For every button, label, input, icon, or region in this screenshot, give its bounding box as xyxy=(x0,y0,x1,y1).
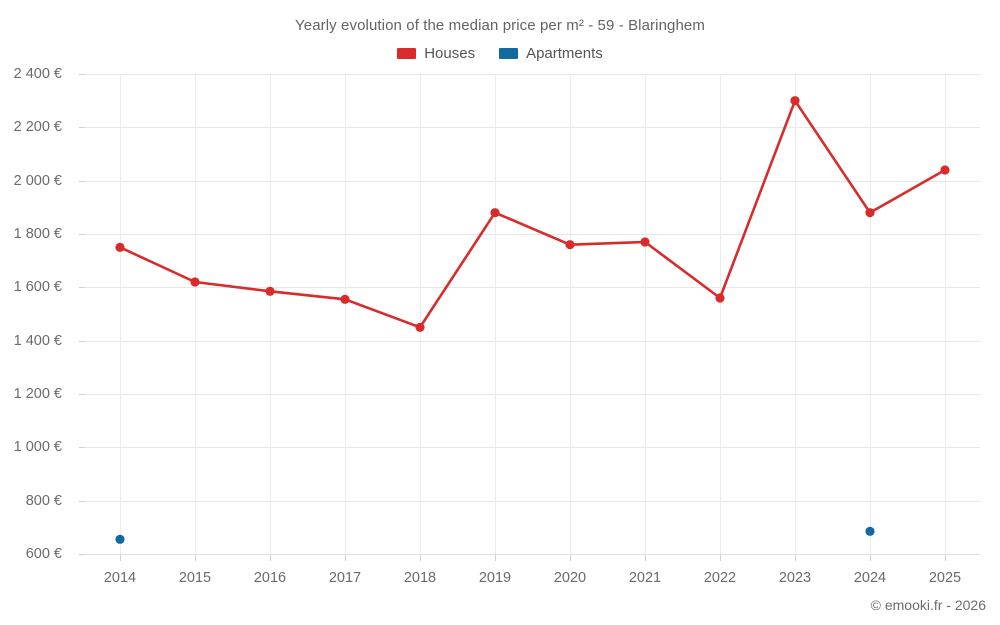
gridline-x xyxy=(345,74,346,554)
y-axis-label: 1 000 € xyxy=(13,439,62,456)
gridline-y xyxy=(85,500,980,502)
x-axis-tick xyxy=(570,554,571,561)
x-axis-tick xyxy=(270,554,271,561)
data-point-apartments[interactable] xyxy=(115,534,125,544)
data-point-houses[interactable] xyxy=(940,165,950,175)
x-axis-tick xyxy=(195,554,196,561)
gridline-x xyxy=(720,74,721,554)
x-axis-label: 2018 xyxy=(403,570,437,586)
chart-title: Yearly evolution of the median price per… xyxy=(295,17,705,34)
x-axis-tick xyxy=(945,554,946,561)
legend-swatch-apartments xyxy=(499,48,519,59)
data-point-houses[interactable] xyxy=(340,294,350,304)
data-point-houses[interactable] xyxy=(640,237,650,247)
data-point-houses[interactable] xyxy=(415,322,425,332)
x-axis-label: 2019 xyxy=(478,570,512,586)
y-axis-label: 2 200 € xyxy=(13,119,62,136)
legend-swatch-houses xyxy=(397,48,417,59)
gridline-x xyxy=(795,74,796,554)
x-axis-tick xyxy=(120,554,121,561)
gridline-x xyxy=(645,74,646,554)
gridline-x xyxy=(945,74,946,554)
series-line-houses xyxy=(118,99,947,329)
x-axis-baseline xyxy=(85,554,980,555)
gridline-y xyxy=(85,394,980,395)
x-axis-tick xyxy=(645,554,646,561)
x-axis-tick xyxy=(420,554,421,561)
data-point-houses[interactable] xyxy=(565,240,575,250)
gridline-y xyxy=(85,180,980,182)
y-axis-tick xyxy=(79,180,85,182)
legend-label-apartments: Apartments xyxy=(526,45,603,62)
data-point-houses[interactable] xyxy=(490,208,500,218)
data-point-apartments[interactable] xyxy=(865,526,875,536)
series-layer xyxy=(115,96,950,544)
data-point-houses[interactable] xyxy=(265,286,275,296)
x-axis-tick xyxy=(345,554,346,561)
y-axis-tick xyxy=(79,554,85,555)
gridline-x xyxy=(195,74,196,554)
legend-label-houses: Houses xyxy=(424,45,476,62)
y-axis-tick xyxy=(79,500,85,502)
y-axis-label: 1 800 € xyxy=(13,226,62,242)
x-axis-label: 2017 xyxy=(328,570,362,586)
x-axis-label: 2021 xyxy=(628,570,662,586)
y-axis-tick xyxy=(79,447,85,449)
y-axis-label: 1 400 € xyxy=(13,332,62,349)
data-point-houses[interactable] xyxy=(865,208,875,218)
y-axis-tick xyxy=(79,340,85,342)
x-axis-tick xyxy=(495,554,496,561)
x-axis-label: 2015 xyxy=(178,570,212,586)
x-axis-label: 2024 xyxy=(853,570,887,586)
legend-item-houses[interactable]: Houses xyxy=(397,45,475,62)
gridline-x xyxy=(870,74,871,554)
gridline-x xyxy=(570,74,571,554)
chart-legend: Houses Apartments xyxy=(0,45,1000,62)
x-axis-tick xyxy=(870,554,871,561)
plot-area: 600 € 800 € 1 000 € 1 200 € 1 400 € 1 600 € 1 … xyxy=(14,66,980,586)
gridline-y xyxy=(85,447,980,449)
gridline-y xyxy=(85,127,980,129)
footer-credit: © emooki.fr - 2026 xyxy=(870,597,986,613)
y-axis-tick xyxy=(79,74,85,75)
x-axis-label: 2023 xyxy=(778,570,812,586)
x-axis-tick xyxy=(720,554,721,561)
data-point-houses[interactable] xyxy=(190,277,200,287)
x-axis-label: 2014 xyxy=(103,570,137,586)
y-axis-tick xyxy=(79,234,85,235)
gridline-x xyxy=(120,74,121,554)
gridline-y xyxy=(85,74,980,75)
x-axis-label: 2022 xyxy=(703,570,737,586)
gridline-x xyxy=(270,74,271,554)
y-axis-tick xyxy=(79,287,85,289)
data-point-houses[interactable] xyxy=(115,242,125,252)
x-axis-label: 2016 xyxy=(253,570,287,586)
y-axis-label: 2 000 € xyxy=(13,172,62,189)
gridline-y xyxy=(85,287,980,289)
legend-item-apartments[interactable]: Apartments xyxy=(499,45,603,62)
y-axis-label: 600 € xyxy=(25,546,62,562)
data-point-houses[interactable] xyxy=(790,96,800,106)
y-axis-label: 2 400 € xyxy=(13,66,62,82)
x-axis-label: 2020 xyxy=(553,570,587,586)
y-axis-tick xyxy=(79,127,85,129)
y-axis-label: 1 600 € xyxy=(13,279,62,296)
x-axis-label: 2025 xyxy=(928,570,962,586)
data-point-houses[interactable] xyxy=(715,293,725,303)
gridline-y xyxy=(85,340,980,342)
x-axis-tick xyxy=(795,554,796,561)
gridline-y xyxy=(85,234,980,235)
y-axis-tick xyxy=(79,394,85,395)
gridline-x xyxy=(420,74,421,554)
y-axis-label: 800 € xyxy=(25,492,62,509)
gridline-x xyxy=(495,74,496,554)
y-axis-label: 1 200 € xyxy=(13,386,62,402)
